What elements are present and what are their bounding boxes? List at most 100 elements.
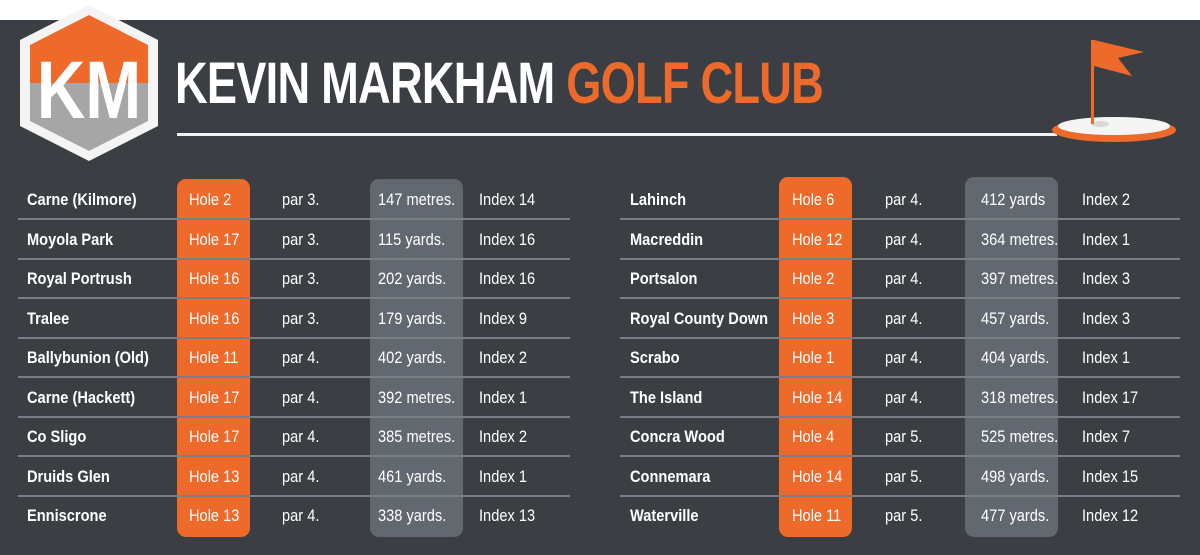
course-cell: Enniscrone — [27, 506, 107, 525]
course-cell: Concra Wood — [630, 427, 725, 446]
course-cell: Carne (Kilmore) — [27, 190, 137, 209]
hole-cell: Hole 17 — [189, 387, 240, 407]
golf-flag-icon — [1052, 40, 1176, 142]
hole-cell: Hole 3 — [792, 308, 835, 328]
table-row: Druids Glen Hole 13 par 4. 461 yards. Index … — [18, 458, 570, 497]
par-cell: par 4. — [885, 190, 923, 209]
course-cell: Royal County Down — [630, 308, 769, 328]
course-cell: Carne (Hackett) — [27, 387, 136, 407]
par-cell: par 3. — [282, 190, 320, 209]
index-cell: Index 16 — [479, 229, 536, 249]
distance-cell: 397 metres. — [981, 269, 1059, 288]
distance-cell: 338 yards. — [378, 506, 447, 525]
hole-cell: Hole 17 — [189, 427, 240, 446]
table-row: Concra Wood Hole 4 par 5. 525 metres. Index … — [620, 418, 1180, 457]
par-cell: par 4. — [885, 387, 923, 407]
table-row: Royal Portrush Hole 16 par 3. 202 yards. Ind… — [18, 260, 570, 299]
title-accent: GOLF CLUB — [566, 51, 824, 116]
course-cell: Portsalon — [630, 269, 698, 288]
distance-cell: 179 yards. — [378, 308, 447, 328]
index-cell: Index 15 — [1082, 466, 1139, 486]
table-row: Scrabo Hole 1 par 4. 404 yards. Index 1 — [620, 339, 1180, 378]
index-cell: Index 16 — [479, 269, 536, 288]
hole-cell: Hole 17 — [189, 229, 240, 249]
hole-cell: Hole 1 — [792, 348, 835, 367]
logo-text: KM — [37, 44, 142, 136]
par-cell: par 4. — [282, 427, 320, 446]
course-cell: Connemara — [630, 466, 711, 486]
index-cell: Index 1 — [479, 466, 527, 486]
index-cell: Index 2 — [479, 348, 527, 367]
distance-cell: 147 metres. — [378, 190, 456, 209]
distance-cell: 115 yards. — [378, 229, 446, 249]
course-cell: Ballybunion (Old) — [27, 348, 149, 367]
par-cell: par 4. — [282, 348, 320, 367]
page-title: KEVIN MARKHAM GOLF CLUB — [175, 44, 824, 124]
hole-cell: Hole 16 — [189, 308, 240, 328]
index-cell: Index 1 — [1082, 229, 1130, 249]
table-row: Waterville Hole 11 par 5. 477 yards. Index 1… — [620, 497, 1180, 536]
index-cell: Index 3 — [1082, 308, 1130, 328]
par-cell: par 4. — [282, 506, 320, 525]
course-cell: Waterville — [630, 506, 699, 525]
distance-cell: 412 yards — [981, 190, 1046, 209]
par-cell: par 5. — [885, 427, 923, 446]
course-cell: Macreddin — [630, 229, 704, 249]
table-row: Carne (Kilmore) Hole 2 par 3. 147 metres. In… — [18, 181, 570, 220]
par-cell: par 4. — [885, 308, 923, 328]
distance-cell: 525 metres. — [981, 427, 1059, 446]
distance-cell: 318 metres. — [981, 387, 1059, 407]
table-row: The Island Hole 14 par 4. 318 metres. Index … — [620, 379, 1180, 418]
hole-cell: Hole 4 — [792, 427, 835, 446]
distance-column-highlight-left — [370, 179, 463, 537]
par-cell: par 3. — [282, 229, 320, 249]
title-main: KEVIN MARKHAM — [175, 51, 555, 116]
course-cell: Tralee — [27, 308, 70, 328]
index-cell: Index 7 — [1082, 427, 1130, 446]
distance-cell: 364 metres. — [981, 229, 1059, 249]
distance-cell: 202 yards. — [378, 269, 447, 288]
par-cell: par 4. — [885, 229, 923, 249]
table-row: Enniscrone Hole 13 par 4. 338 yards. Index 1… — [18, 497, 570, 536]
table-row: Carne (Hackett) Hole 17 par 4. 392 metres. I… — [18, 379, 570, 418]
par-cell: par 3. — [282, 308, 320, 328]
distance-cell: 385 metres. — [378, 427, 456, 446]
course-cell: Lahinch — [630, 190, 687, 209]
course-cell: The Island — [630, 387, 703, 407]
course-cell: Scrabo — [630, 348, 680, 367]
hole-cell: Hole 14 — [792, 387, 843, 407]
course-cell: Druids Glen — [27, 466, 110, 486]
index-cell: Index 9 — [479, 308, 527, 328]
distance-cell: 392 metres. — [378, 387, 456, 407]
par-cell: par 4. — [885, 348, 923, 367]
table-row: Ballybunion (Old) Hole 11 par 4. 402 yards.… — [18, 339, 570, 378]
hole-cell: Hole 13 — [189, 506, 240, 525]
hole-cell: Hole 6 — [792, 190, 835, 209]
distance-cell: 457 yards. — [981, 308, 1050, 328]
title-divider — [177, 133, 1057, 136]
hole-column-highlight-left — [177, 179, 250, 537]
index-cell: Index 3 — [1082, 269, 1130, 288]
distance-cell: 402 yards. — [378, 348, 447, 367]
table-row: Tralee Hole 16 par 3. 179 yards. Index 9 — [18, 300, 570, 339]
km-logo: KM — [20, 5, 158, 161]
hole-cell: Hole 11 — [189, 348, 239, 367]
hole-cell: Hole 2 — [189, 190, 232, 209]
par-cell: par 4. — [282, 387, 320, 407]
index-cell: Index 1 — [1082, 348, 1130, 367]
hole-cell: Hole 11 — [792, 506, 842, 525]
table-row: Portsalon Hole 2 par 4. 397 metres. Index 3 — [620, 260, 1180, 299]
table-row: Moyola Park Hole 17 par 3. 115 yards. Index … — [18, 221, 570, 260]
par-cell: par 5. — [885, 506, 923, 525]
hole-cell: Hole 14 — [792, 466, 843, 486]
index-cell: Index 17 — [1082, 387, 1139, 407]
table-row: Royal County Down Hole 3 par 4. 457 yards. I… — [620, 300, 1180, 339]
index-cell: Index 12 — [1082, 506, 1139, 525]
index-cell: Index 2 — [479, 427, 527, 446]
course-cell: Moyola Park — [27, 229, 114, 249]
course-cell: Royal Portrush — [27, 269, 132, 288]
par-cell: par 4. — [885, 269, 923, 288]
course-cell: Co Sligo — [27, 427, 87, 446]
par-cell: par 5. — [885, 466, 923, 486]
table-row: Macreddin Hole 12 par 4. 364 metres. Index 1 — [620, 221, 1180, 260]
